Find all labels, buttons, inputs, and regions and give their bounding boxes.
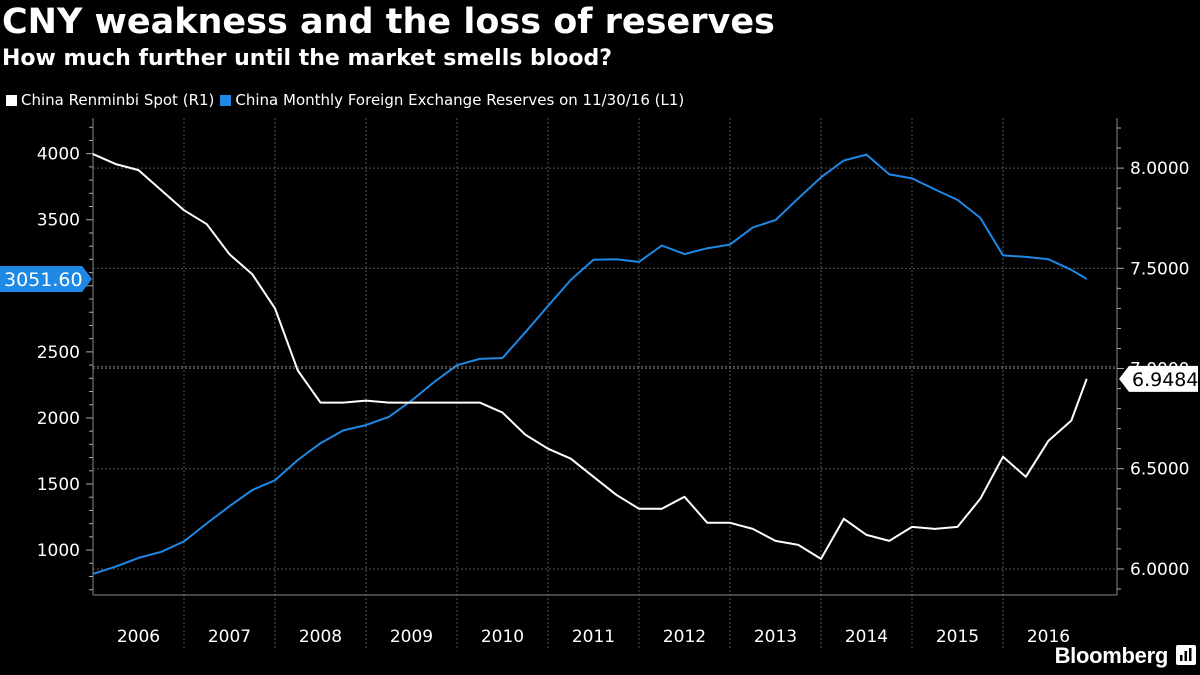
left-axis-ticks: 1000150020002500300035004000	[37, 126, 93, 591]
legend-item-renminbi: China Renminbi Spot (R1)	[6, 91, 214, 109]
legend: China Renminbi Spot (R1) China Monthly F…	[6, 91, 690, 109]
x-tick-label: 2016	[1027, 627, 1070, 647]
renminbi-label-text: 6.9484	[1132, 369, 1198, 391]
reserves-label-text: 3051.60	[4, 269, 83, 291]
left-tick-label: 4000	[37, 145, 80, 165]
x-tick-label: 2013	[754, 627, 797, 647]
legend-swatch-renminbi	[6, 94, 17, 106]
bloomberg-mark-icon	[1176, 645, 1196, 665]
chart-subtitle: How much further until the market smells…	[2, 46, 613, 71]
right-tick-label: 7.5000	[1130, 259, 1189, 279]
right-tick-label: 6.0000	[1130, 560, 1189, 580]
x-tick-label: 2010	[481, 627, 524, 647]
chart-title: CNY weakness and the loss of reserves	[2, 2, 775, 42]
gridlines	[93, 118, 1117, 650]
x-tick-label: 2015	[936, 627, 979, 647]
x-tick-label: 2011	[572, 627, 615, 647]
legend-label-reserves: China Monthly Foreign Exchange Reserves …	[235, 91, 685, 109]
left-tick-label: 1500	[37, 475, 80, 495]
last-value-labels: 3051.60 6.9484	[0, 265, 1198, 392]
renminbi-series-line	[92, 153, 1088, 560]
x-axis-ticks: 2006 2007 2008 2009 2010 2011 2012 2013 2014 2015…	[117, 627, 1070, 647]
reserves-series-line	[92, 153, 1088, 575]
renminbi-label-box	[1119, 365, 1198, 392]
reserves-last-value-label: 3051.60	[0, 265, 92, 292]
bloomberg-logo: Bloomberg	[1054, 643, 1169, 668]
right-tick-label: 6.5000	[1130, 460, 1189, 480]
left-tick-label: 2500	[37, 343, 80, 363]
reserves-label-box	[0, 265, 92, 292]
x-tick-label: 2006	[117, 627, 160, 647]
x-tick-label: 2008	[299, 627, 342, 647]
right-tick-label: 8.0000	[1130, 159, 1189, 179]
axes	[92, 118, 1118, 596]
x-tick-label: 2012	[663, 627, 706, 647]
legend-label-renminbi: China Renminbi Spot (R1)	[21, 91, 215, 109]
legend-swatch-reserves	[220, 94, 232, 106]
left-tick-label: 2000	[37, 409, 80, 429]
x-tick-label: 2007	[208, 627, 251, 647]
series-lines	[92, 153, 1088, 575]
x-tick-label: 2014	[845, 627, 888, 647]
x-tick-label: 2009	[390, 627, 433, 647]
left-tick-label: 1000	[37, 541, 80, 561]
renminbi-last-value-label: 6.9484	[93, 365, 1198, 392]
legend-item-reserves: China Monthly Foreign Exchange Reserves …	[220, 91, 684, 109]
left-tick-label: 3500	[37, 211, 80, 231]
